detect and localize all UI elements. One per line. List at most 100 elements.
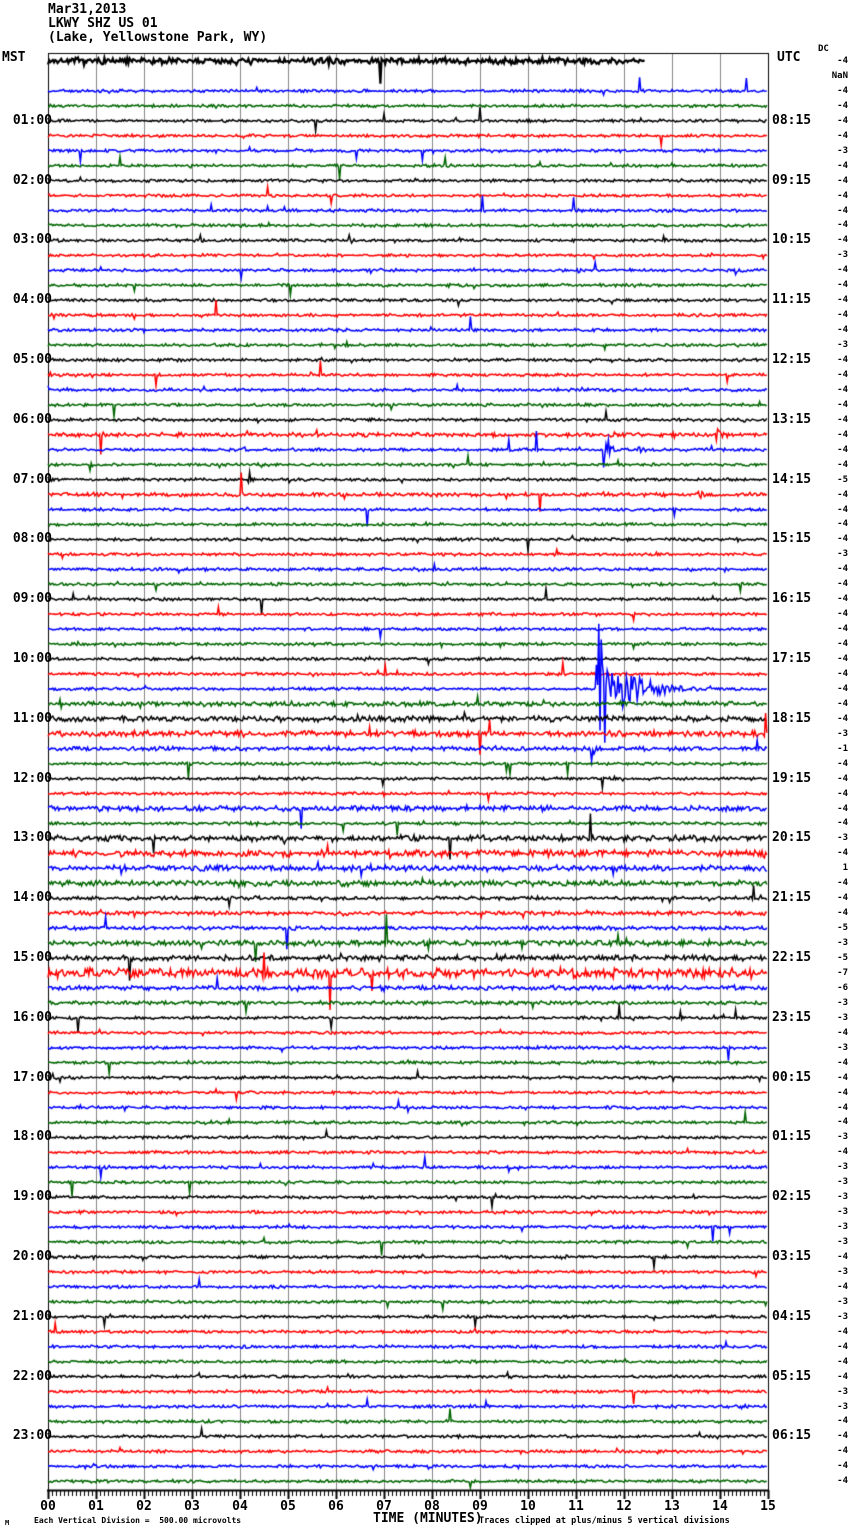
hour-label-utc: 20:15 bbox=[772, 830, 812, 846]
dc-value: -4 bbox=[837, 100, 848, 111]
hour-label-mst: 01:00 bbox=[12, 112, 52, 128]
dc-value: -3 bbox=[837, 250, 848, 261]
dc-value: -4 bbox=[837, 908, 848, 919]
hour-label-mst: 06:00 bbox=[12, 411, 52, 427]
dc-value: -4 bbox=[837, 1446, 848, 1457]
dc-value: -4 bbox=[837, 130, 848, 141]
dc-value: -4 bbox=[837, 205, 848, 216]
hour-label-utc: 04:15 bbox=[772, 1308, 812, 1324]
x-tick-label: 12 bbox=[616, 1499, 632, 1514]
dc-value: -4 bbox=[837, 803, 848, 814]
dc-value: -4 bbox=[837, 698, 848, 709]
dc-value: -4 bbox=[837, 1252, 848, 1262]
dc-value: -3 bbox=[837, 1386, 848, 1397]
right-axis-label: UTC bbox=[777, 50, 801, 65]
dc-value: -4 bbox=[837, 893, 848, 904]
dc-value: -3 bbox=[837, 1132, 848, 1143]
dc-value: -5 bbox=[837, 474, 848, 485]
hour-label-mst: 03:00 bbox=[12, 232, 52, 248]
dc-value: -4 bbox=[837, 295, 848, 306]
dc-value: -4 bbox=[837, 355, 848, 365]
dc-value: -5 bbox=[837, 953, 848, 963]
dc-value: -4 bbox=[837, 758, 848, 769]
dc-value: -4 bbox=[837, 85, 848, 96]
dc-value: -3 bbox=[837, 833, 848, 844]
hour-label-utc: 13:15 bbox=[772, 411, 812, 427]
dc-value: -3 bbox=[837, 1311, 848, 1322]
dc-value: -4 bbox=[837, 1102, 848, 1113]
dc-value: -4 bbox=[837, 1281, 848, 1292]
x-tick-label: 14 bbox=[712, 1499, 728, 1514]
x-tick-label: 09 bbox=[472, 1499, 488, 1514]
hour-label-utc: 14:15 bbox=[772, 471, 812, 487]
dc-value: -4 bbox=[837, 683, 848, 694]
dc-value: -4 bbox=[837, 444, 848, 455]
title-location: (Lake, Yellowstone Park, WY) bbox=[48, 30, 268, 45]
dc-value: -3 bbox=[837, 340, 848, 351]
dc-value: -4 bbox=[837, 878, 848, 889]
hour-label-mst: 12:00 bbox=[12, 770, 52, 786]
hour-label-utc: 03:15 bbox=[772, 1249, 812, 1264]
x-tick-label: 00 bbox=[40, 1499, 56, 1514]
x-tick-label: 04 bbox=[232, 1499, 248, 1514]
title-station: LKWY SHZ US 01 bbox=[48, 16, 158, 31]
hour-label-mst: 18:00 bbox=[12, 1129, 52, 1145]
dc-value: -4 bbox=[837, 848, 848, 859]
dc-value: -4 bbox=[837, 1416, 848, 1427]
dc-value: -4 bbox=[837, 1027, 848, 1038]
hour-label-mst: 13:00 bbox=[12, 830, 52, 846]
dc-value: -4 bbox=[837, 56, 848, 66]
scale-note: Each Vertical Division = 500.00 microvol… bbox=[34, 1516, 242, 1525]
dc-value: -4 bbox=[837, 265, 848, 276]
hour-label-mst: 02:00 bbox=[12, 172, 52, 188]
x-tick-label: 15 bbox=[760, 1499, 776, 1514]
dc-value: -4 bbox=[837, 459, 848, 470]
dc-value: -4 bbox=[837, 280, 848, 291]
dc-value: -3 bbox=[837, 938, 848, 949]
hour-label-mst: 14:00 bbox=[12, 890, 52, 906]
hour-label-utc: 00:15 bbox=[772, 1069, 812, 1085]
hour-label-mst: 10:00 bbox=[12, 651, 52, 666]
dc-value: -4 bbox=[837, 115, 848, 126]
hour-label-utc: 09:15 bbox=[772, 172, 812, 188]
hour-label-mst: 22:00 bbox=[12, 1368, 52, 1384]
hour-label-mst: 16:00 bbox=[12, 1009, 52, 1025]
dc-value: -3 bbox=[837, 1296, 848, 1307]
dc-value: -4 bbox=[837, 325, 848, 336]
dc-value: -4 bbox=[837, 414, 848, 425]
dc-value: -3 bbox=[837, 1237, 848, 1248]
dc-column-header: DC bbox=[818, 44, 829, 54]
x-tick-label: 08 bbox=[424, 1499, 440, 1514]
dc-value: -4 bbox=[837, 1371, 848, 1382]
dc-value: -4 bbox=[837, 1147, 848, 1158]
hour-label-utc: 18:15 bbox=[772, 710, 812, 726]
dc-value: -4 bbox=[837, 399, 848, 410]
dc-value: -3 bbox=[837, 1266, 848, 1277]
dc-value: -3 bbox=[837, 1012, 848, 1023]
dc-value: -4 bbox=[837, 639, 848, 650]
dc-value: -3 bbox=[837, 1177, 848, 1188]
dc-value: -4 bbox=[837, 429, 848, 440]
dc-value: -4 bbox=[837, 1072, 848, 1083]
hour-label-utc: 17:15 bbox=[772, 651, 812, 666]
dc-value: -4 bbox=[837, 384, 848, 395]
hour-label-mst: 04:00 bbox=[12, 292, 52, 308]
hour-label-mst: 08:00 bbox=[12, 531, 52, 547]
hour-label-utc: 19:15 bbox=[772, 770, 812, 786]
hour-label-utc: 02:15 bbox=[772, 1189, 812, 1205]
dc-value: -4 bbox=[837, 534, 848, 545]
dc-value: -4 bbox=[837, 310, 848, 321]
hour-label-utc: 08:15 bbox=[772, 112, 812, 128]
dc-value: -4 bbox=[837, 1431, 848, 1442]
dc-value: -4 bbox=[837, 175, 848, 186]
dc-value: -4 bbox=[837, 713, 848, 724]
dc-value: -3 bbox=[837, 1162, 848, 1173]
dc-value: -4 bbox=[837, 1087, 848, 1098]
x-tick-label: 03 bbox=[184, 1499, 200, 1514]
dc-value: -4 bbox=[837, 1476, 848, 1487]
hour-label-mst: 19:00 bbox=[12, 1189, 52, 1205]
hour-label-utc: 21:15 bbox=[772, 890, 812, 906]
x-tick-label: 02 bbox=[136, 1499, 152, 1514]
dc-value: -6 bbox=[837, 982, 848, 993]
